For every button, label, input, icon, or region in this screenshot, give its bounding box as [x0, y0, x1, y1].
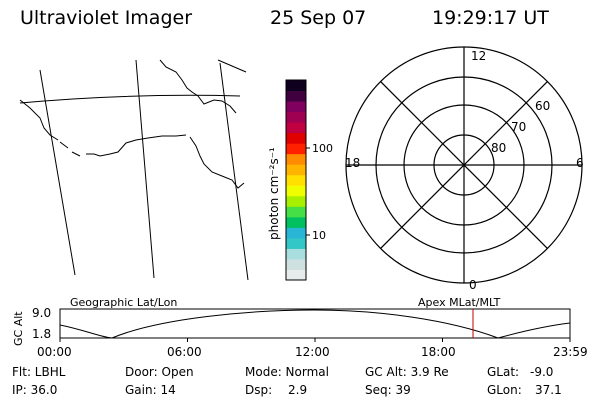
color-bar-unit-label: photon cm⁻²s⁻¹: [267, 147, 281, 240]
timeline-frame: [59, 308, 571, 339]
longitude-line: [135, 59, 155, 279]
color-bar-band: [286, 164, 306, 176]
instrument-title: Ultraviolet Imager: [20, 7, 192, 29]
color-bar-band: [286, 248, 306, 260]
color-bar-band: [286, 227, 306, 239]
color-bar-band: [286, 185, 306, 197]
timeline-tick-0000: 00:00: [37, 345, 72, 359]
timeline-tick-1200: 12:00: [295, 345, 330, 359]
coastline: [217, 59, 247, 73]
coastline: [159, 59, 237, 114]
glat-value: -9.0: [530, 365, 553, 379]
geographic-map: [19, 59, 249, 281]
info-block: Flt: LBHL IP: 36.0 Door: Open Gain: 14 M…: [12, 365, 562, 397]
color-bar-band: [286, 132, 306, 144]
dsp-label: Dsp:: [245, 383, 272, 397]
color-bar-band: [286, 101, 306, 113]
glon-label: GLon:: [487, 383, 522, 397]
coastline: [19, 99, 59, 141]
color-bar-band: [286, 237, 306, 249]
lat-label-70: 70: [511, 120, 526, 134]
glat-label: GLat:: [487, 365, 519, 379]
polar-diagonal: [380, 81, 548, 249]
color-bar-band: [286, 174, 306, 186]
color-bar-band: [286, 195, 306, 207]
timeline-left-title: Geographic Lat/Lon: [70, 296, 177, 309]
lat-label-80: 80: [491, 141, 506, 155]
color-bar-band: [286, 122, 306, 134]
door-label: Door: Open: [125, 365, 194, 379]
timeline-ticks: [59, 338, 571, 342]
gain-label: Gain: 14: [125, 383, 176, 397]
color-bar-band: [286, 269, 306, 281]
timeline-tick-2359: 23:59: [553, 345, 588, 359]
lat-label-60: 60: [535, 99, 550, 113]
color-bar-label-10: 10: [312, 229, 326, 242]
color-bar-label-100: 100: [312, 142, 333, 155]
color-bar-band: [286, 143, 306, 155]
timeline-right-title: Apex MLat/MLT: [418, 296, 501, 309]
mlt-label-12: 12: [471, 49, 486, 63]
altitude-curve: [59, 309, 571, 339]
date-label: 25 Sep 07: [270, 7, 366, 29]
coastline: [59, 134, 187, 157]
color-bar-band: [286, 216, 306, 228]
color-bar-band: [286, 111, 306, 123]
mlt-label-0: 0: [469, 278, 477, 292]
latitude-line: [19, 94, 241, 104]
filter-label: Flt: LBHL: [12, 365, 66, 379]
coastline: [189, 136, 245, 189]
timeline-y-label: GC Alt: [12, 311, 25, 346]
glon-value: 37.1: [535, 383, 562, 397]
timeline-y-max: 9.0: [32, 306, 51, 320]
timeline-tick-0600: 06:00: [167, 345, 202, 359]
mode-label: Mode: Normal: [245, 365, 329, 379]
color-bar-band: [286, 90, 306, 102]
longitude-line: [219, 62, 249, 281]
timeline-tick-1800: 18:00: [421, 345, 456, 359]
color-bar-frame: [285, 79, 307, 281]
longitude-line: [39, 69, 76, 276]
timeline-y-min: 1.8: [32, 327, 51, 341]
polar-plot: [345, 46, 583, 284]
color-bar-band: [286, 258, 306, 270]
seq-label: Seq: 39: [365, 383, 411, 397]
gc-alt-label: GC Alt: 3.9 Re: [365, 365, 449, 379]
color-bar: [286, 80, 306, 281]
mlt-label-18: 18: [345, 156, 360, 170]
ip-label: IP: 36.0: [12, 383, 57, 397]
color-bar-band: [286, 80, 306, 92]
color-bar-band: [286, 206, 306, 218]
dsp-value: 2.9: [288, 383, 307, 397]
color-bar-band: [286, 153, 306, 165]
mlt-label-6: 6: [576, 156, 584, 170]
time-label: 19:29:17 UT: [432, 7, 549, 29]
